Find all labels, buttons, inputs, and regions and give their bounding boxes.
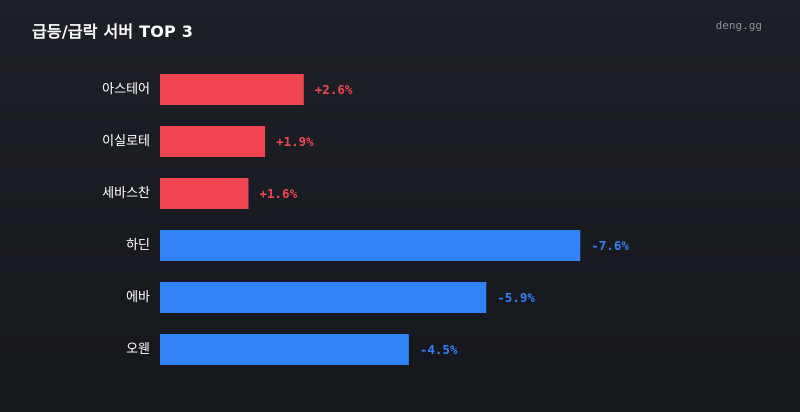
bar-rise bbox=[160, 74, 304, 105]
category-label: 하딘 bbox=[126, 238, 150, 253]
value-label: +1.9% bbox=[276, 134, 314, 149]
brand-watermark: deng.gg bbox=[715, 19, 762, 32]
category-label: 오웬 bbox=[126, 342, 150, 357]
bar-fall bbox=[160, 230, 581, 261]
value-label: -7.6% bbox=[591, 238, 629, 253]
value-label: -4.5% bbox=[420, 342, 458, 357]
value-label: +2.6% bbox=[315, 82, 353, 97]
value-label: +1.6% bbox=[259, 186, 297, 201]
bar-rise bbox=[160, 126, 266, 157]
bar-rise bbox=[160, 178, 249, 209]
category-label: 에바 bbox=[126, 290, 150, 305]
bar-fall bbox=[160, 282, 487, 313]
bar-fall bbox=[160, 334, 409, 365]
chart-title: 급등/급락 서버 TOP 3 bbox=[32, 22, 194, 41]
category-label: 세바스찬 bbox=[102, 186, 150, 201]
category-label: 이실로테 bbox=[102, 134, 150, 149]
value-label: -5.9% bbox=[497, 290, 535, 305]
category-label: 아스테어 bbox=[102, 82, 150, 97]
